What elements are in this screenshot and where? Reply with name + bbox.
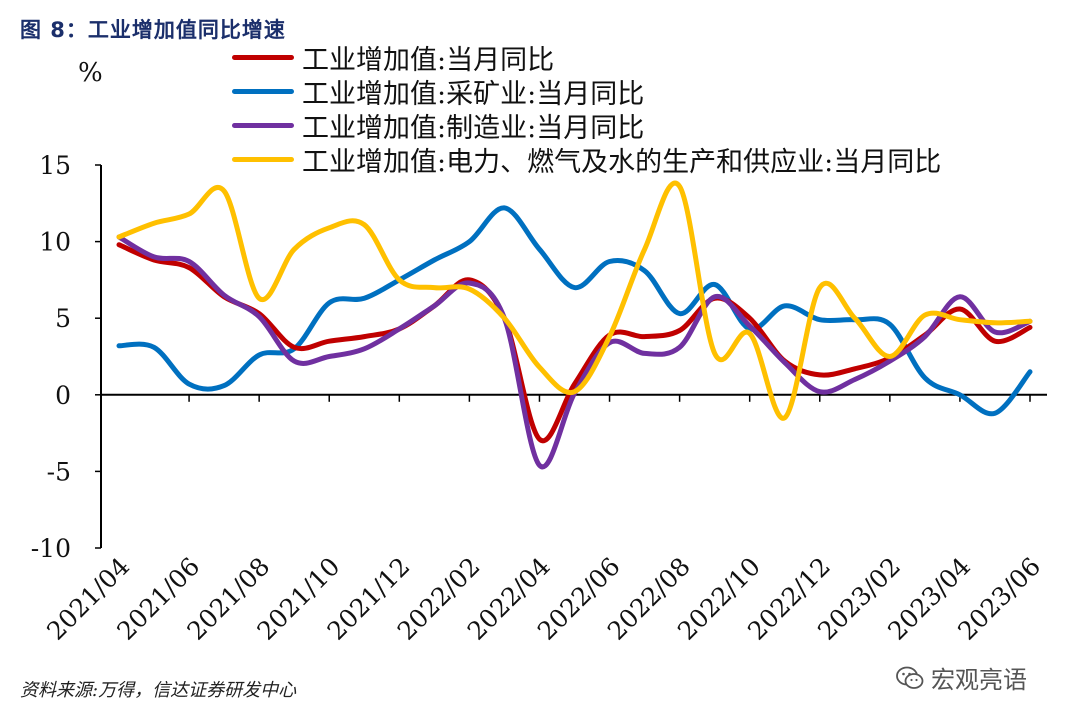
legend-label: 工业增加值:制造业:当月同比 (302, 112, 645, 144)
y-axis-unit-label: % (78, 58, 103, 88)
y-tick-label: 0 (55, 381, 71, 410)
legend-item-manufacturing: 工业增加值:制造业:当月同比 (232, 108, 941, 144)
series-line-manufacturing (116, 234, 1033, 470)
y-tick-label: 15 (39, 151, 71, 180)
y-tick-label: 10 (39, 228, 71, 257)
source-note: 资料来源:万得，信达证券研发中心 (20, 680, 297, 701)
figure-title: 图 8：工业增加值同比增速 (20, 18, 286, 42)
legend-swatch (232, 122, 294, 128)
series-line-utilities (116, 180, 1033, 421)
series-line-total (116, 242, 1033, 444)
legend-item-utilities: 工业增加值:电力、燃气及水的生产和供应业:当月同比 (232, 142, 942, 178)
legend-swatch (232, 88, 294, 94)
legend-item-mining: 工业增加值:采矿业:当月同比 (232, 74, 941, 110)
legend-swatch (232, 54, 294, 60)
legend-label: 工业增加值:当月同比 (302, 44, 555, 76)
legend-label: 工业增加值:电力、燃气及水的生产和供应业:当月同比 (302, 146, 942, 178)
watermark: 宏观亮语 (895, 660, 1027, 695)
legend-label: 工业增加值:采矿业:当月同比 (302, 78, 645, 110)
y-tick-label: -10 (31, 534, 71, 563)
chart-legend: 工业增加值:当月同比 工业增加值:采矿业:当月同比 工业增加值:制造业:当月同比… (232, 40, 942, 178)
watermark-text: 宏观亮语 (931, 666, 1027, 694)
series-line-mining (116, 205, 1033, 417)
legend-swatch (232, 156, 294, 162)
wechat-icon (896, 666, 924, 689)
legend-item-total: 工业增加值:当月同比 (232, 40, 941, 76)
y-tick-label: -5 (47, 457, 71, 486)
y-tick-label: 5 (55, 304, 71, 333)
